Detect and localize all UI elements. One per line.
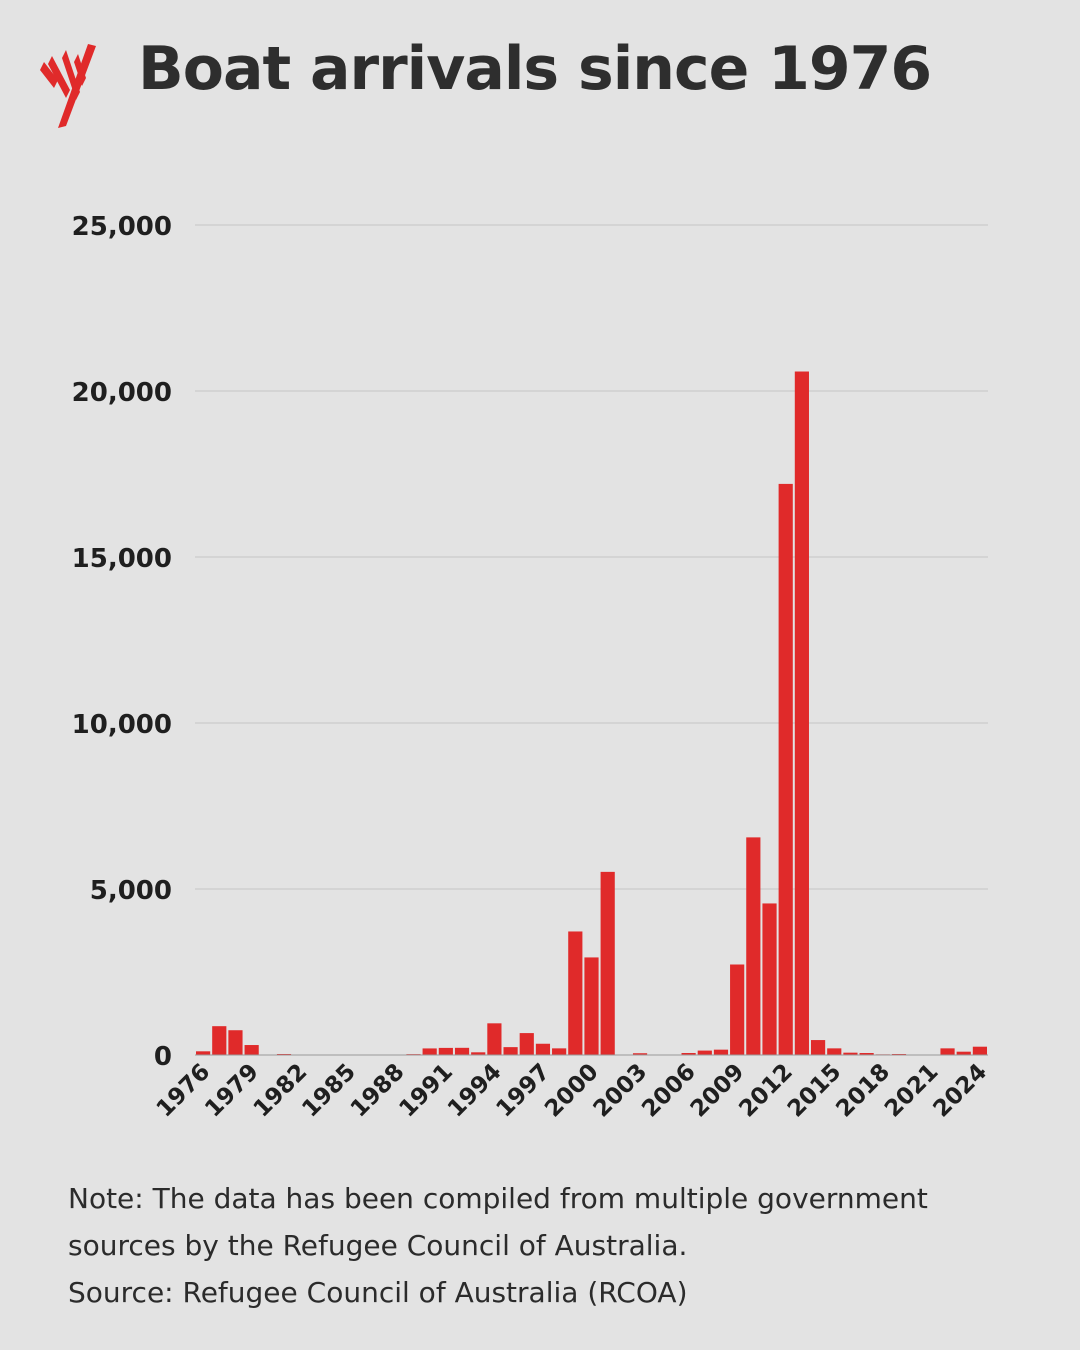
- bar: [632, 1053, 648, 1055]
- y-tick-label: 5,000: [90, 876, 172, 906]
- bar: [600, 871, 615, 1055]
- bar: [956, 1051, 971, 1055]
- x-tick-label: 2009: [686, 1059, 750, 1123]
- y-tick-label: 25,000: [72, 212, 172, 242]
- bar: [827, 1048, 842, 1055]
- x-tick-label: 2024: [929, 1059, 993, 1123]
- bar: [778, 483, 793, 1056]
- x-tick-label: 2018: [831, 1059, 895, 1123]
- x-tick-label: 1985: [297, 1059, 361, 1123]
- bar: [730, 964, 745, 1055]
- bar: [940, 1048, 955, 1055]
- bar: [746, 837, 761, 1055]
- x-tick-label: 2012: [734, 1059, 798, 1123]
- y-tick-label: 15,000: [72, 544, 172, 574]
- note-line-1: Note: The data has been compiled from mu…: [68, 1182, 928, 1215]
- x-tick-label: 1982: [249, 1059, 313, 1123]
- sbs-logo-icon: [40, 44, 96, 128]
- x-tick-label: 2015: [783, 1059, 847, 1123]
- bar: [196, 1051, 211, 1055]
- bar-chart: 0 5,000 10,000 15,000 20,000 25,000 1976 1979 19…: [0, 150, 1080, 1160]
- bar: [228, 1030, 243, 1055]
- bar: [244, 1045, 259, 1055]
- x-tick-label: 2021: [880, 1059, 944, 1123]
- bar: [681, 1053, 696, 1055]
- bar: [972, 1046, 987, 1055]
- page-title: Boat arrivals since 1976: [138, 34, 932, 104]
- bar: [568, 931, 583, 1055]
- bar: [422, 1048, 437, 1055]
- bar: [535, 1043, 551, 1055]
- x-tick-label: 1991: [394, 1059, 458, 1123]
- bar: [762, 903, 777, 1055]
- bar: [471, 1052, 486, 1055]
- x-tick-label: 1994: [443, 1059, 507, 1123]
- x-tick-label: 1997: [492, 1059, 556, 1123]
- x-tick-label: 1988: [346, 1059, 410, 1123]
- x-tick-label: 2000: [540, 1059, 604, 1123]
- bar: [519, 1033, 534, 1055]
- bar: [487, 1023, 502, 1055]
- header: Boat arrivals since 1976: [0, 0, 1080, 140]
- source-line: Source: Refugee Council of Australia (RC…: [68, 1276, 688, 1309]
- y-tick-label: 0: [154, 1042, 172, 1072]
- x-tick-label: 1979: [200, 1059, 264, 1123]
- bar: [503, 1047, 518, 1055]
- bar: [859, 1053, 874, 1055]
- bar: [697, 1050, 712, 1055]
- bar: [584, 957, 599, 1055]
- bar: [794, 371, 809, 1055]
- bar: [843, 1052, 858, 1055]
- note-line-2: sources by the Refugee Council of Austra…: [68, 1229, 688, 1262]
- chart-svg: 05,00010,00015,00020,00025,0001976197919…: [72, 212, 993, 1123]
- bar: [552, 1048, 567, 1055]
- bar: [438, 1047, 453, 1055]
- bar: [810, 1040, 826, 1055]
- bar: [713, 1049, 729, 1055]
- chart-notes: Note: The data has been compiled from mu…: [68, 1175, 1048, 1316]
- bar: [454, 1047, 470, 1055]
- bar: [212, 1026, 227, 1055]
- x-tick-label: 2006: [637, 1059, 701, 1123]
- x-tick-label: 2003: [589, 1059, 653, 1123]
- y-tick-label: 20,000: [72, 378, 172, 408]
- y-tick-label: 10,000: [72, 710, 172, 740]
